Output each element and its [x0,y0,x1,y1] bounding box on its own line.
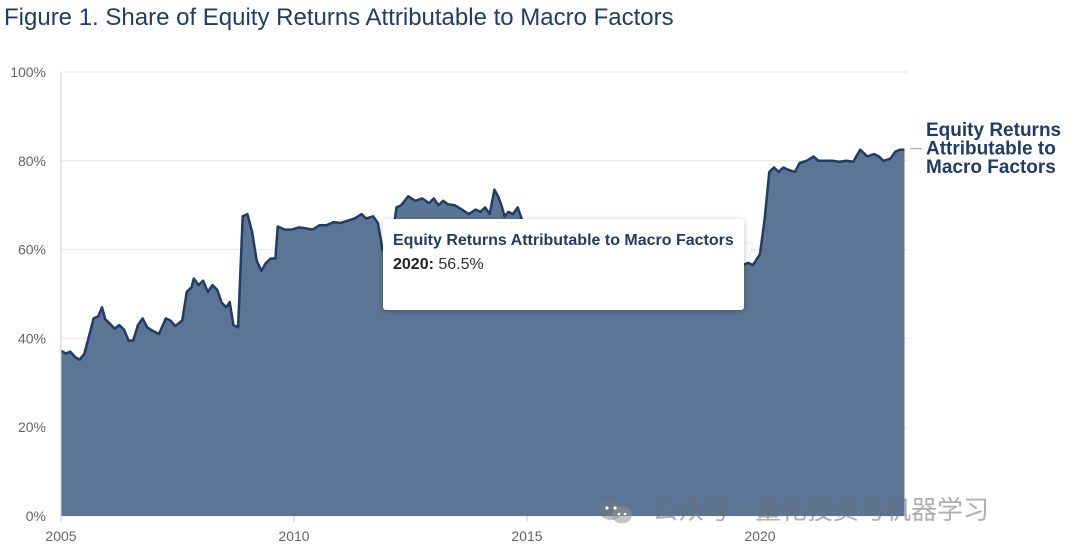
x-tick-label: 2005 [45,528,76,544]
tooltip-year: 2020: [393,256,434,273]
x-tick-label: 2015 [511,528,542,544]
series-area-fill [61,149,905,516]
y-tick-label: 80% [18,153,46,169]
tooltip-value: 56.5% [438,256,484,273]
series-line [60,148,905,361]
series-label-line: Macro Factors [926,157,1056,178]
axes: 0% 20% 40% 60% 80% 100% 2005 2010 2015 2020 [10,64,776,544]
y-tick-label: 60% [18,242,46,258]
chart-tooltip: Equity Returns Attributable to Macro Fac… [383,219,744,310]
watermark: 公众号 · 量化投资与机器学习 [598,490,989,527]
series-area [60,148,905,516]
wechat-icon [599,499,632,523]
series-label-line: Attributable to [926,139,1056,160]
series-label-line: Equity Returns [926,120,1061,141]
watermark-text: 公众号 · 量化投资与机器学习 [652,496,990,526]
x-tick-label: 2020 [744,528,775,544]
tooltip-series-name: Equity Returns Attributable to Macro Fac… [393,232,734,249]
y-tick-label: 20% [18,419,46,435]
chart-title: Figure 1. Share of Equity Returns Attrib… [4,4,674,31]
y-tick-label: 0% [26,508,46,524]
y-tick-label: 40% [18,330,46,346]
x-tick-label: 2010 [278,528,309,544]
y-tick-label: 100% [10,64,46,80]
